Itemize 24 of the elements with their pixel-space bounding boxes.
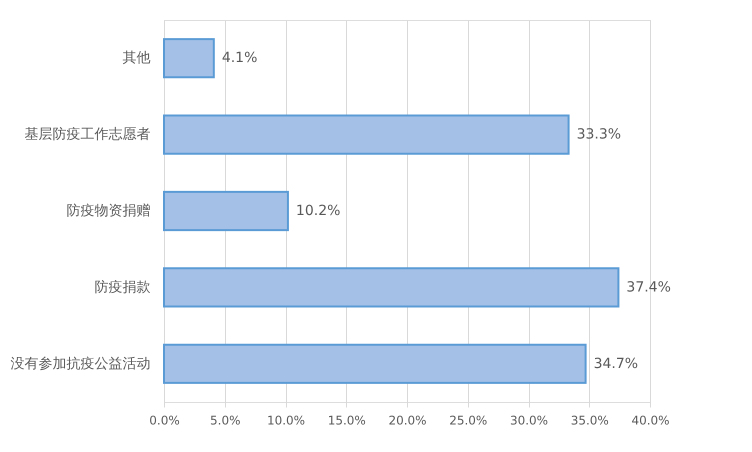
data-label: 10.2%	[296, 203, 340, 219]
x-tick-label: 10.0%	[266, 414, 306, 428]
x-tick-label: 25.0%	[449, 414, 488, 428]
y-tick-label: 防疫物资捐赠	[66, 203, 150, 219]
data-label: 34.7%	[594, 356, 638, 372]
bar	[163, 38, 215, 78]
x-tick-label: 30.0%	[510, 414, 548, 428]
x-tick-label: 15.0%	[328, 414, 366, 428]
x-tick-label: 20.0%	[388, 414, 427, 428]
bar	[163, 114, 570, 155]
x-tick-label: 35.0%	[570, 414, 609, 428]
x-tick-label: 40.0%	[631, 414, 670, 428]
x-tick-label: 0.0%	[149, 414, 180, 428]
x-tick-label: 5.0%	[210, 414, 240, 428]
bar	[163, 267, 620, 308]
bar	[163, 190, 289, 232]
data-label: 33.3%	[576, 126, 622, 143]
data-label: 4.1%	[222, 50, 258, 66]
y-tick-label: 没有参加抗疫公益活动	[10, 356, 150, 372]
y-tick-label: 基层防疫工作志愿者	[24, 126, 150, 143]
y-tick-label: 防疫捐款	[94, 279, 150, 296]
bar	[163, 344, 587, 384]
y-tick-label: 其他	[122, 50, 150, 66]
data-label: 37.4%	[626, 279, 671, 296]
